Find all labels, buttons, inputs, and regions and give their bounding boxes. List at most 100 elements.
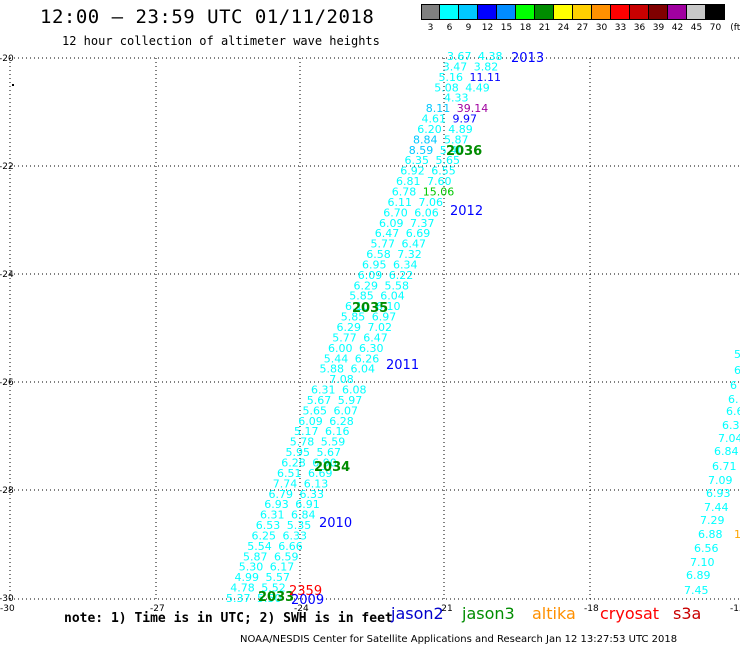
- swh-value: 6.26: [355, 352, 380, 365]
- swh-value: 1: [734, 528, 740, 541]
- swh-value: 6.69: [308, 467, 333, 480]
- swh-value: 5.87: [243, 550, 268, 563]
- swh-value: 6.88: [698, 528, 723, 541]
- swh-value: 4.33: [444, 92, 469, 105]
- swh-value: 6.28: [329, 415, 354, 428]
- swh-value: 7.06: [419, 196, 444, 209]
- swh-value: 5.97: [338, 394, 363, 407]
- colorbar-swatch: [421, 4, 440, 20]
- swh-value: 6.10: [376, 300, 401, 313]
- colorbar-tick-label: 3: [427, 23, 434, 33]
- swh-value: 5.08: [434, 81, 459, 94]
- swh-value: 6.89: [686, 569, 711, 582]
- colorbar-tick-label: 27: [576, 23, 589, 33]
- swh-value: 6.30: [359, 342, 384, 355]
- swh-value: 5.65: [303, 404, 328, 417]
- swh-value: 4.61: [422, 113, 447, 126]
- colorbar-tick-label: 36: [633, 23, 646, 33]
- swh-value: 6.51: [277, 467, 302, 480]
- swh-value: 4.38: [478, 50, 503, 63]
- swh-value: 7.74: [273, 477, 298, 490]
- x-tick-label: -21: [438, 604, 453, 614]
- swh-value: 4.49: [465, 81, 490, 94]
- swh-value: 6.81: [396, 175, 421, 188]
- satellite-legend-item: cryosat: [600, 604, 660, 623]
- swh-value: 5.30: [239, 561, 264, 574]
- y-tick-label: -26: [0, 378, 14, 388]
- swh-value: 7.10: [690, 556, 715, 569]
- satellite-legend-item: s3a: [673, 604, 702, 623]
- swh-value: 6.04: [380, 290, 405, 303]
- colorbar-unit: (ft): [730, 23, 740, 33]
- swh-value: 6.90: [312, 457, 337, 470]
- swh-value: 5.67: [307, 394, 332, 407]
- colorbar-swatch: [611, 4, 630, 20]
- swh-value: 3.47: [443, 60, 468, 73]
- colorbar-tick-label: 9: [465, 23, 472, 33]
- x-tick-label: -24: [294, 604, 309, 614]
- colorbar-swatch: [459, 4, 478, 20]
- swh-value: 6.07: [334, 404, 359, 417]
- swh-value: 5.52: [261, 582, 286, 595]
- swh-value: 6.09: [379, 217, 404, 230]
- swh-value: 6: [730, 379, 737, 392]
- colorbar-tick-label: 33: [614, 23, 627, 33]
- swh-value: 6.34: [393, 258, 418, 271]
- swh-value: 5.35: [287, 519, 312, 532]
- colorbar-swatch: [649, 4, 668, 20]
- swh-value: 6.47: [402, 238, 427, 251]
- colorbar-tick-label: 39: [652, 23, 665, 33]
- colorbar-swatch: [573, 4, 592, 20]
- colorbar-tick-label: 24: [557, 23, 570, 33]
- swh-value: 6.79: [269, 488, 294, 501]
- swh-value: 5.95: [286, 446, 311, 459]
- pass-time-label: 2010: [319, 516, 352, 531]
- swh-value: 6.59: [274, 550, 299, 563]
- y-tick-label: -22: [0, 162, 14, 172]
- colorbar-tick-label: 21: [538, 23, 551, 33]
- swh-value: 6.56: [694, 542, 719, 555]
- y-tick-label: -28: [0, 486, 14, 496]
- swh-value: 7.02: [368, 321, 393, 334]
- swh-value: 5.77: [332, 331, 357, 344]
- swh-value: 8.11: [426, 102, 451, 115]
- pass-time-label: 2359: [289, 584, 322, 599]
- swh-value: 7.60: [427, 175, 452, 188]
- satellite-legend-item: jason3: [462, 604, 515, 623]
- pass-time-label: 2011: [386, 358, 419, 373]
- swh-value: 6.55: [431, 165, 456, 178]
- swh-value: 6.53: [256, 519, 281, 532]
- colorbar-swatch: [478, 4, 497, 20]
- swh-value: 6.66: [278, 540, 303, 553]
- swh-value: 6.93: [264, 498, 289, 511]
- pass-time-label: 2035: [352, 301, 388, 316]
- colorbar-tick-label: 12: [481, 23, 494, 33]
- swh-value: 6.84: [291, 509, 316, 522]
- page-subtitle: 12 hour collection of altimeter wave hei…: [62, 34, 380, 48]
- swh-value: 5.37: [226, 592, 251, 605]
- swh-value: 6.31: [260, 509, 285, 522]
- swh-value: 5.50: [257, 592, 282, 605]
- swh-value: 6.06: [414, 206, 439, 219]
- colorbar-swatch: [668, 4, 687, 20]
- x-tick-label: -15: [730, 604, 740, 614]
- swh-value: 6.3: [722, 419, 740, 432]
- swh-value: 6.58: [366, 248, 391, 261]
- swh-value: 5.57: [266, 571, 291, 584]
- swh-value: 7.44: [704, 501, 729, 514]
- colorbar-tick-label: 6: [446, 23, 453, 33]
- swh-value: 5.85: [341, 311, 366, 324]
- swh-value: 6.22: [389, 269, 414, 282]
- swh-value: 11.11: [470, 71, 502, 84]
- swh-value: 3.67: [447, 50, 472, 63]
- swh-value: 5.59: [321, 436, 346, 449]
- colorbar-tick-label: 70: [709, 23, 722, 33]
- swh-value: 7.37: [410, 217, 435, 230]
- swh-value: 6.20: [417, 123, 442, 136]
- y-tick-label: -20: [0, 54, 14, 64]
- swh-value: 6.04: [351, 363, 376, 376]
- swh-value: 5.78: [290, 436, 315, 449]
- swh-value: 5.87: [444, 133, 469, 146]
- swh-value: 6.92: [400, 165, 425, 178]
